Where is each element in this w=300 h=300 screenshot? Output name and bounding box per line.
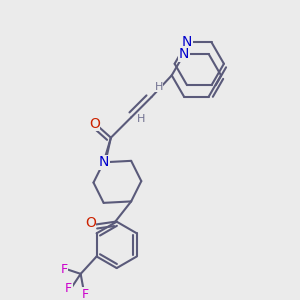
Text: O: O: [89, 117, 100, 131]
Text: N: N: [182, 35, 192, 50]
Text: F: F: [81, 288, 88, 300]
Text: H: H: [137, 114, 146, 124]
Text: N: N: [98, 155, 109, 169]
Text: F: F: [61, 263, 68, 276]
Text: N: N: [179, 47, 189, 61]
Text: F: F: [65, 282, 72, 295]
Text: H: H: [154, 82, 163, 92]
Text: O: O: [85, 216, 96, 230]
